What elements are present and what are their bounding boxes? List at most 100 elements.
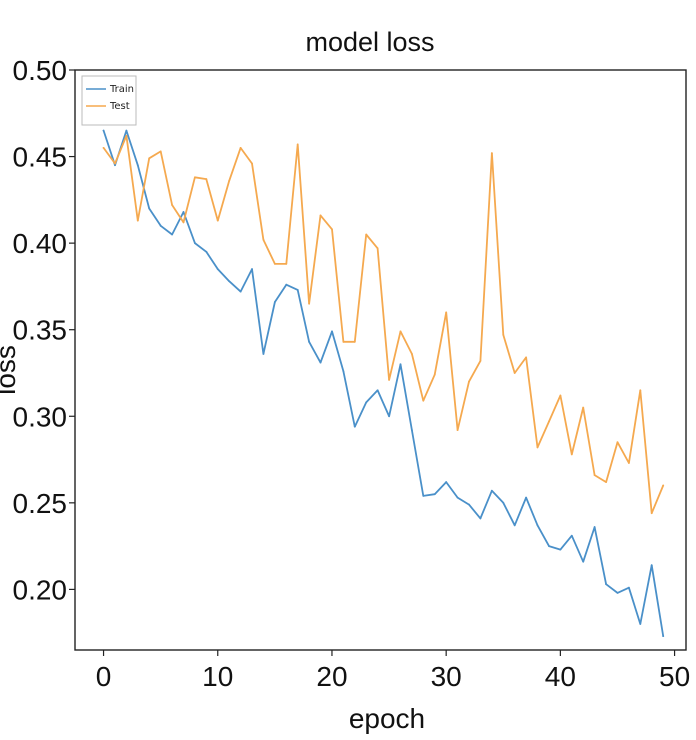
data-point-train (433, 493, 436, 496)
y-tick-label: 0.40 (13, 228, 68, 259)
data-point-test (251, 162, 253, 165)
data-point-test (296, 143, 299, 146)
data-point-test (102, 147, 105, 149)
data-point-train (114, 164, 116, 167)
data-point-test (342, 340, 345, 343)
data-point-train (468, 503, 470, 506)
data-point-train (148, 207, 151, 210)
x-tick-label: 20 (316, 661, 347, 692)
data-point-test (376, 247, 379, 250)
x-tick-label: 0 (96, 661, 112, 692)
data-point-test (559, 394, 562, 397)
data-point-train (239, 290, 242, 293)
y-axis-ticks: 0.20 0.25 0.30 0.35 0.40 0.45 0.50 (13, 55, 75, 605)
data-point-train (490, 489, 493, 492)
data-point-test (182, 221, 185, 224)
x-axis-ticks: 0 10 20 30 40 50 (96, 650, 690, 692)
data-point-test (525, 356, 528, 359)
series-line-test (102, 134, 665, 515)
data-point-train (605, 583, 607, 586)
data-point-test (570, 453, 573, 456)
data-point-train (251, 268, 253, 271)
data-point-train (513, 524, 516, 527)
plot-area (74, 69, 687, 651)
data-point-test (353, 340, 356, 343)
data-point-test (639, 389, 642, 392)
y-tick-label: 0.25 (13, 488, 68, 519)
y-tick-label: 0.45 (13, 142, 68, 173)
y-axis-label: loss (0, 345, 21, 395)
legend-train-label: Train (109, 84, 134, 95)
data-point-train (216, 268, 219, 271)
data-point-test (148, 157, 151, 160)
data-point-train (102, 129, 105, 132)
data-point-train (342, 370, 345, 373)
data-point-train (582, 560, 585, 563)
data-point-test (194, 176, 196, 179)
data-point-train (365, 401, 368, 404)
data-point-train (171, 233, 173, 236)
data-point-train (331, 330, 333, 333)
data-point-test (216, 219, 219, 222)
y-tick-label: 0.50 (13, 55, 68, 86)
legend: Train Test (81, 75, 137, 126)
x-tick-label: 50 (659, 661, 690, 692)
x-axis-label: epoch (349, 703, 425, 734)
data-point-test (422, 399, 425, 402)
chart-title: model loss (305, 27, 434, 57)
data-point-test (513, 372, 516, 374)
y-tick-label: 0.20 (13, 574, 68, 605)
data-point-train (627, 586, 630, 589)
data-point-train (262, 353, 265, 355)
data-point-train (650, 564, 653, 567)
data-point-train (136, 164, 139, 167)
data-point-test (468, 380, 470, 383)
data-point-test (308, 302, 311, 305)
data-point-train (228, 280, 231, 283)
data-point-train (125, 129, 128, 132)
data-point-test (479, 359, 482, 362)
data-point-train (422, 495, 425, 497)
data-point-test (593, 474, 596, 477)
data-point-train (525, 496, 528, 499)
data-point-train (159, 224, 162, 227)
data-point-test (159, 150, 162, 153)
data-point-train (479, 517, 482, 520)
data-point-test (136, 219, 139, 222)
data-point-test (650, 512, 653, 515)
data-point-test (662, 484, 665, 487)
data-point-test (262, 238, 265, 241)
data-point-train (353, 425, 356, 428)
data-point-test (445, 311, 448, 314)
data-point-test (536, 446, 539, 449)
data-point-test (399, 330, 402, 333)
data-point-train (285, 283, 288, 286)
data-point-test (582, 406, 585, 409)
y-tick-label: 0.35 (13, 315, 68, 346)
data-point-test (125, 134, 128, 137)
x-tick-label: 10 (202, 661, 233, 692)
data-point-train (456, 496, 459, 499)
legend-test-label: Test (109, 101, 130, 112)
data-point-test (319, 214, 322, 217)
data-point-train (194, 242, 196, 245)
data-point-test (433, 373, 436, 376)
data-point-train (548, 545, 550, 548)
data-point-test (331, 228, 333, 231)
data-point-test (285, 263, 288, 265)
data-point-train (388, 415, 390, 418)
x-tick-label: 40 (545, 661, 576, 692)
data-point-test (114, 162, 116, 165)
data-point-test (273, 263, 276, 265)
data-point-test (456, 429, 459, 432)
series-line-train (102, 129, 665, 637)
data-point-test (627, 462, 630, 464)
data-point-test (171, 204, 173, 206)
data-point-train (411, 429, 413, 432)
y-tick-label: 0.30 (13, 401, 68, 432)
data-point-train (502, 501, 505, 504)
data-point-train (570, 534, 573, 537)
data-point-train (376, 389, 379, 392)
data-point-train (616, 591, 619, 594)
